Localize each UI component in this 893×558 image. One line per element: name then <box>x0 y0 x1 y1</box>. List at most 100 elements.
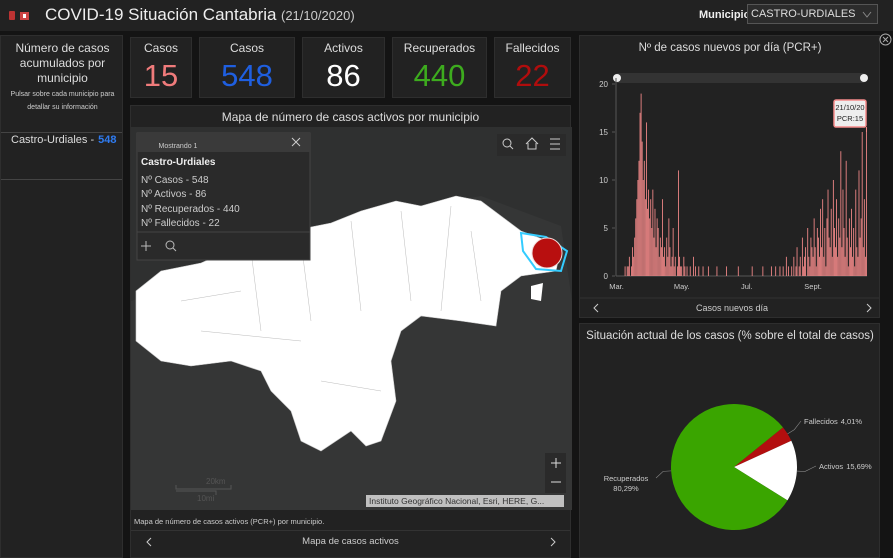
bar <box>782 266 784 276</box>
bar <box>850 247 851 276</box>
slider-handle[interactable] <box>860 74 868 82</box>
bar <box>840 151 842 276</box>
bar <box>679 256 680 276</box>
bar <box>857 256 859 276</box>
bar <box>860 218 862 276</box>
bar <box>799 256 801 276</box>
popup-line: Nº Activos - 86 <box>141 189 207 200</box>
list-item[interactable]: Castro-Urdiales -548 <box>1 134 122 148</box>
bar <box>627 266 629 276</box>
bar <box>804 256 805 276</box>
bar <box>864 256 866 276</box>
indicator-value: 86 <box>326 58 361 93</box>
popup-title: Castro-Urdiales <box>141 157 216 168</box>
bar <box>807 228 809 276</box>
bar <box>820 208 821 276</box>
map[interactable]: Mostrando 1 Castro-Urdiales Nº Casos - 5… <box>131 127 572 510</box>
x-tick-label: May. <box>674 282 690 291</box>
bar <box>646 122 647 277</box>
municipio-dropdown[interactable]: CASTRO-URDIALES <box>747 4 878 24</box>
zoom-to[interactable] <box>141 241 151 251</box>
bar <box>851 208 852 276</box>
scale-bar <box>175 485 232 495</box>
map-toolbar <box>497 134 566 156</box>
selector-label: Municipio <box>699 9 751 21</box>
popup-line: Nº Recuperados - 440 <box>141 204 240 215</box>
bar <box>647 208 648 276</box>
bar <box>813 218 815 276</box>
bar <box>826 218 828 276</box>
pie-slice <box>734 427 792 467</box>
bar <box>847 266 849 276</box>
item-label: Castro-Urdiales - <box>11 134 95 146</box>
bar <box>808 256 810 276</box>
bar <box>666 237 668 276</box>
popup-close[interactable] <box>291 137 301 147</box>
bar <box>667 256 669 276</box>
bar <box>689 266 691 276</box>
bar <box>637 180 639 276</box>
bar <box>838 218 840 276</box>
prev-arrow[interactable] <box>145 537 153 547</box>
bar <box>671 256 673 276</box>
leader-line <box>655 470 672 479</box>
slice-value: 80,29% <box>613 484 639 493</box>
bar <box>683 256 685 276</box>
left-title: Número de casos acumulados por municipio <box>15 41 110 85</box>
y-tick-label: 20 <box>599 80 608 89</box>
slice-label: Activos 15,69% <box>819 462 872 471</box>
bar <box>638 160 640 276</box>
search-icon[interactable] <box>502 138 512 148</box>
active-cases-symbol[interactable] <box>531 237 563 269</box>
x-tick-label: Mar. <box>609 282 624 291</box>
pie-slice <box>734 440 797 501</box>
chart-title: Situación actual de los casos (% sobre e… <box>586 330 874 342</box>
bar <box>817 237 819 276</box>
dropdown-arrow <box>862 11 872 18</box>
bar <box>822 199 824 276</box>
expand-icon[interactable] <box>879 33 892 46</box>
bar <box>848 218 850 276</box>
leader-line <box>796 465 817 472</box>
list-icon[interactable] <box>550 138 560 150</box>
indicator-value: 440 <box>413 58 466 93</box>
bar <box>770 266 772 276</box>
bar <box>633 256 635 276</box>
next-arrow[interactable] <box>866 303 872 313</box>
bar <box>640 93 642 276</box>
bar <box>859 237 861 276</box>
bar <box>785 256 787 276</box>
bar <box>655 247 657 276</box>
pie-slice <box>671 404 788 530</box>
bar <box>801 237 803 276</box>
bar <box>670 266 672 276</box>
slider-handle[interactable] <box>613 74 621 82</box>
bar <box>827 189 829 276</box>
bar <box>660 247 662 276</box>
indicator-label: Casos <box>143 41 178 55</box>
popup-line: Nº Casos - 548 <box>141 175 209 186</box>
next-arrow[interactable] <box>549 537 557 547</box>
bar <box>762 266 764 276</box>
bar <box>662 199 663 276</box>
prev-arrow[interactable] <box>593 303 599 313</box>
bar <box>678 170 679 276</box>
left-hint: Pulsar sobre cada municipio para detalla… <box>10 91 115 111</box>
bar <box>654 208 656 276</box>
bar <box>644 199 646 276</box>
bar <box>796 247 798 276</box>
header: COVID-19 Situación Cantabria (21/10/2020… <box>0 0 893 31</box>
item-value: 548 <box>98 134 117 146</box>
bar <box>810 237 812 276</box>
bar <box>824 228 826 276</box>
home-icon[interactable] <box>525 137 539 150</box>
bar <box>841 247 843 276</box>
bar <box>853 228 855 276</box>
bar <box>672 228 674 276</box>
bar <box>668 218 670 276</box>
bar <box>862 247 864 276</box>
indicator: Casos 548 <box>199 37 295 98</box>
indicator-label: Fallecidos <box>505 41 560 55</box>
tooltip <box>833 99 867 128</box>
indicator: Fallecidos 22 <box>494 37 571 98</box>
